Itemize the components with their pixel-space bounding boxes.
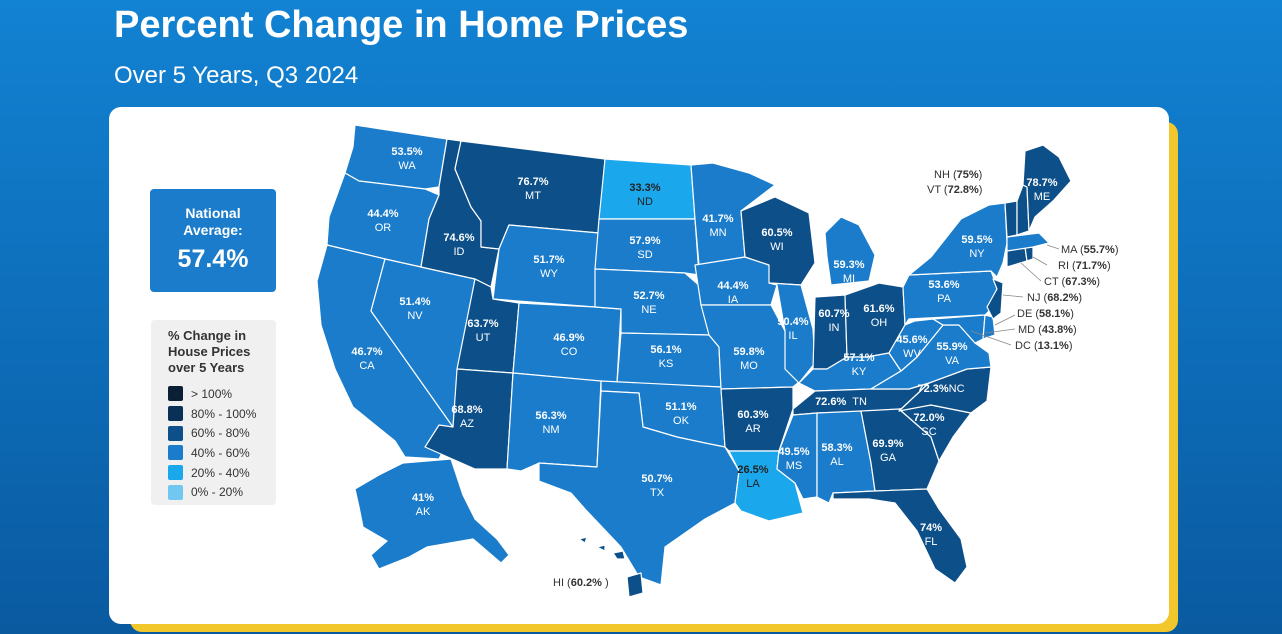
- page-subtitle: Over 5 Years, Q3 2024: [114, 62, 359, 89]
- state-label-me: 78.7% ME: [1026, 177, 1057, 203]
- state-ri[interactable]: [1024, 246, 1034, 262]
- state-label-ri: RI (71.7%): [1058, 260, 1111, 272]
- state-label-oh: 61.6% OH: [863, 303, 894, 329]
- state-label-de: DE (58.1%): [1017, 308, 1074, 320]
- state-ms[interactable]: [776, 412, 818, 500]
- national-average-box: National Average: 57.4%: [150, 189, 276, 292]
- us-map: 53.5% WA 44.4% OR 46.7% CA 51.4% NV 74.6% ID …: [316, 124, 1119, 598]
- state-label-ks: 56.1% KS: [650, 344, 681, 370]
- state-wy[interactable]: [492, 224, 600, 308]
- legend-item: 40% - 60%: [168, 443, 276, 463]
- state-label-nc: 72.3%NC: [917, 383, 964, 395]
- legend-item: 80% - 100%: [168, 404, 276, 424]
- state-co[interactable]: [512, 302, 622, 384]
- state-label-ne: 52.7% NE: [633, 290, 664, 316]
- state-label-mi: 59.3% MI: [833, 259, 864, 285]
- state-ak[interactable]: [354, 458, 510, 570]
- leader-line-ma: [1046, 244, 1060, 250]
- national-average-label: National Average:: [183, 205, 243, 238]
- national-average-value: 57.4%: [177, 245, 249, 273]
- state-vt[interactable]: [1004, 200, 1018, 238]
- leader-line-ri: [1032, 256, 1048, 266]
- state-label-tx: 50.7% TX: [641, 473, 672, 499]
- state-label-id: 74.6% ID: [443, 232, 474, 258]
- legend-title: % Change in House Prices over 5 Years: [168, 328, 251, 375]
- state-ma[interactable]: [1006, 232, 1050, 252]
- state-label-wa: 53.5% WA: [391, 146, 422, 172]
- state-label-ct: CT (67.3%): [1044, 276, 1100, 288]
- state-label-la: 26.5% LA: [737, 464, 768, 490]
- state-tx[interactable]: [538, 390, 740, 586]
- legend-item: 20% - 40%: [168, 463, 276, 483]
- state-label-ok: 51.1% OK: [665, 401, 696, 427]
- leader-line-ct: [1020, 262, 1042, 282]
- state-label-pa: 53.6% PA: [928, 279, 959, 305]
- state-label-mn: 41.7% MN: [702, 213, 733, 239]
- state-label-hi: HI (60.2% ): [553, 577, 609, 589]
- legend: % Change in House Prices over 5 Years > …: [151, 320, 276, 505]
- state-me[interactable]: [1022, 144, 1072, 232]
- state-label-ms: 49.5% MS: [778, 446, 809, 472]
- state-label-sd: 57.9% SD: [629, 235, 660, 261]
- legend-item: > 100%: [168, 384, 276, 404]
- leader-line-de: [994, 314, 1016, 326]
- state-nj[interactable]: [986, 278, 1004, 320]
- state-label-ak: 41% AK: [412, 492, 434, 518]
- state-label-co: 46.9% CO: [553, 332, 584, 358]
- state-label-ia: 44.4% IA: [717, 280, 748, 306]
- state-label-nv: 51.4% NV: [399, 296, 430, 322]
- state-label-nh: NH (75%): [934, 169, 982, 181]
- map-card: National Average: 57.4% % Change in Hous…: [109, 107, 1169, 624]
- state-label-ga: 69.9% GA: [872, 438, 903, 464]
- state-label-mo: 59.8% MO: [733, 346, 764, 372]
- state-label-ut: 63.7% UT: [467, 318, 498, 344]
- state-label-ky: 57.1% KY: [843, 352, 874, 378]
- state-label-az: 68.8% AZ: [451, 404, 482, 430]
- state-label-vt: VT (72.8%): [927, 184, 982, 196]
- state-label-va: 55.9% VA: [936, 341, 967, 367]
- state-label-sc: 72.0% SC: [913, 412, 944, 438]
- state-label-fl: 74% FL: [920, 522, 942, 548]
- state-label-al: 58.3% AL: [821, 442, 852, 468]
- leader-line-dc: [970, 330, 1012, 346]
- state-label-mt: 76.7% MT: [517, 176, 548, 202]
- leader-line-nj: [1002, 294, 1024, 298]
- leader-line-md: [984, 328, 1016, 334]
- state-label-wy: 51.7% WY: [533, 254, 564, 280]
- legend-item: 60% - 80%: [168, 423, 276, 443]
- state-label-wv: 45.6% WV: [896, 334, 927, 360]
- state-label-in: 60.7% IN: [818, 308, 849, 334]
- state-mi[interactable]: [824, 216, 876, 286]
- page-title: Percent Change in Home Prices: [114, 4, 689, 46]
- state-fl[interactable]: [832, 488, 968, 584]
- state-label-ny: 59.5% NY: [961, 234, 992, 260]
- state-label-dc: DC (13.1%): [1015, 340, 1073, 352]
- state-label-wi: 60.5% WI: [761, 227, 792, 253]
- state-label-ma: MA (55.7%): [1061, 244, 1119, 256]
- state-hi[interactable]: [578, 536, 644, 598]
- state-label-tn: 72.6% TN: [815, 396, 867, 408]
- state-sd[interactable]: [594, 218, 700, 276]
- state-label-md: MD (43.8%): [1018, 324, 1077, 336]
- state-label-nd: 33.3% ND: [629, 182, 660, 208]
- state-label-nj: NJ (68.2%): [1027, 292, 1082, 304]
- state-label-ar: 60.3% AR: [737, 409, 768, 435]
- state-label-ca: 46.7% CA: [351, 346, 382, 372]
- legend-item: 0% - 20%: [168, 482, 276, 502]
- state-label-nm: 56.3% NM: [535, 410, 566, 436]
- state-label-il: 50.4% IL: [777, 316, 808, 342]
- state-label-or: 44.4% OR: [367, 208, 398, 234]
- state-nm[interactable]: [506, 372, 602, 472]
